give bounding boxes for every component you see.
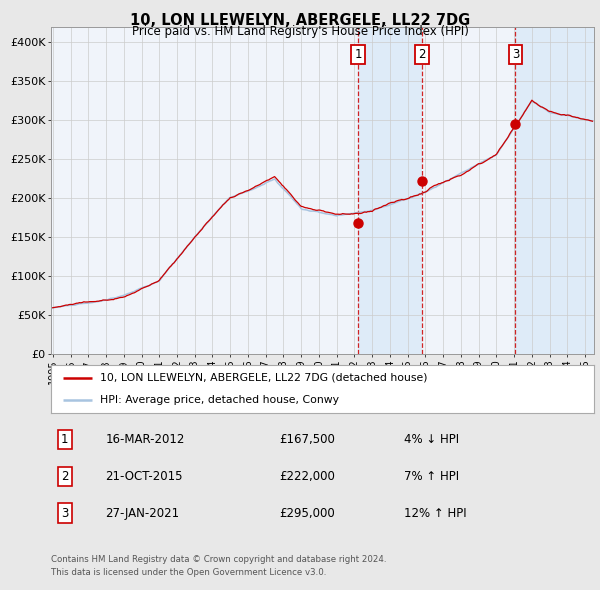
- Text: This data is licensed under the Open Government Licence v3.0.: This data is licensed under the Open Gov…: [51, 568, 326, 576]
- Text: 1: 1: [355, 48, 362, 61]
- Text: 1: 1: [61, 433, 68, 446]
- Text: £222,000: £222,000: [279, 470, 335, 483]
- Bar: [358, 27, 422, 354]
- Text: Price paid vs. HM Land Registry's House Price Index (HPI): Price paid vs. HM Land Registry's House …: [131, 25, 469, 38]
- Text: 2: 2: [418, 48, 426, 61]
- Text: HPI: Average price, detached house, Conwy: HPI: Average price, detached house, Conw…: [100, 395, 339, 405]
- Text: 10, LON LLEWELYN, ABERGELE, LL22 7DG (detached house): 10, LON LLEWELYN, ABERGELE, LL22 7DG (de…: [100, 373, 427, 383]
- Text: 21-OCT-2015: 21-OCT-2015: [106, 470, 183, 483]
- Text: 3: 3: [61, 507, 68, 520]
- Text: £295,000: £295,000: [279, 507, 335, 520]
- Text: 4% ↓ HPI: 4% ↓ HPI: [404, 433, 459, 446]
- Text: 3: 3: [512, 48, 519, 61]
- Text: Contains HM Land Registry data © Crown copyright and database right 2024.: Contains HM Land Registry data © Crown c…: [51, 555, 386, 563]
- Text: 16-MAR-2012: 16-MAR-2012: [106, 433, 185, 446]
- Text: 7% ↑ HPI: 7% ↑ HPI: [404, 470, 459, 483]
- Text: 2: 2: [61, 470, 68, 483]
- Bar: [515, 27, 594, 354]
- Text: 12% ↑ HPI: 12% ↑ HPI: [404, 507, 467, 520]
- Text: 10, LON LLEWELYN, ABERGELE, LL22 7DG: 10, LON LLEWELYN, ABERGELE, LL22 7DG: [130, 13, 470, 28]
- Text: 27-JAN-2021: 27-JAN-2021: [106, 507, 179, 520]
- Text: £167,500: £167,500: [279, 433, 335, 446]
